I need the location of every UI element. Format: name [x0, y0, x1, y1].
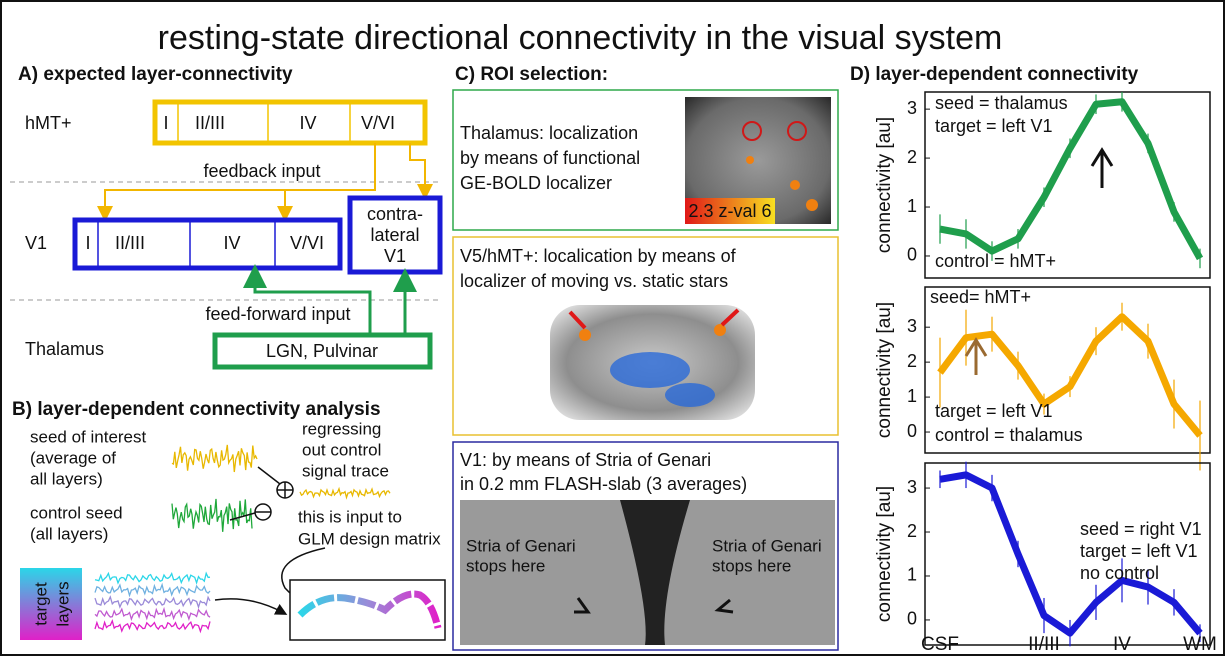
- trace: [300, 489, 390, 498]
- text: GLM design matrix: [298, 529, 441, 548]
- text: target: [31, 582, 50, 626]
- text: control seed: [30, 503, 123, 522]
- y-tick-label: 2: [907, 147, 917, 167]
- y-tick-label: 0: [907, 245, 917, 265]
- y-axis-label: connectivity [au]: [874, 486, 895, 622]
- annotation: target = left V1: [1080, 541, 1198, 561]
- annotation: no control: [1080, 563, 1159, 583]
- panel-label: C) ROI selection:: [455, 64, 608, 85]
- annotation: Stria of Genari: [466, 536, 576, 555]
- box-label: LGN, Pulvinar: [266, 341, 378, 361]
- text: all layers): [30, 469, 103, 488]
- annotation: control = hMT+: [935, 251, 1056, 271]
- colorbar-label: 2.3 z-val 6: [688, 201, 771, 221]
- text: V5/hMT+: localication by means of: [460, 246, 737, 266]
- annotation: control = thalamus: [935, 425, 1083, 445]
- layer-label: IV: [223, 233, 240, 253]
- text: localizer of moving vs. static stars: [460, 271, 728, 291]
- layer-label: V/VI: [361, 113, 395, 133]
- trace: [172, 445, 257, 472]
- result-box: [290, 580, 445, 640]
- layer-label: I: [163, 113, 168, 133]
- y-tick-label: 2: [907, 351, 917, 371]
- figure-title: resting-state directional connectivity i…: [158, 19, 1003, 57]
- annotation: target = left V1: [935, 401, 1053, 421]
- y-tick-label: 1: [907, 386, 917, 406]
- y-tick-label: 1: [907, 565, 917, 585]
- y-axis-label: connectivity [au]: [874, 302, 895, 438]
- layer-label: I: [85, 233, 90, 253]
- row-label: Thalamus: [25, 339, 104, 359]
- annotation: seed = thalamus: [935, 93, 1068, 113]
- text: layers: [53, 581, 72, 626]
- arrow: [215, 599, 282, 612]
- y-tick-label: 2: [907, 521, 917, 541]
- panel-label: B) layer-dependent connectivity analysis: [12, 399, 381, 420]
- arrow: [1092, 150, 1112, 188]
- box-label: V1: [384, 246, 406, 266]
- box-label: lateral: [370, 225, 419, 245]
- y-axis-label: connectivity [au]: [874, 117, 895, 253]
- y-tick-label: 3: [907, 477, 917, 497]
- x-tick-label: CSF: [921, 634, 959, 655]
- panel-label: A) expected layer-connectivity: [18, 64, 293, 85]
- y-tick-label: 0: [907, 421, 917, 441]
- annotation: stops here: [466, 556, 545, 575]
- y-tick-label: 0: [907, 609, 917, 629]
- arrow-label: feedback input: [203, 161, 320, 181]
- text: seed of interest: [30, 427, 147, 446]
- annotation: seed = right V1: [1080, 519, 1202, 539]
- charts: connectivity [au] 0 1 2 3 connectivity [au] 0 1…: [874, 92, 1217, 655]
- layer-label: V/VI: [290, 233, 324, 253]
- box-label: contra-: [367, 204, 423, 224]
- trace: [95, 609, 210, 619]
- y-tick-label: 1: [907, 196, 917, 216]
- layer-label: IV: [299, 113, 316, 133]
- text: by means of functional: [460, 148, 640, 168]
- text: out control: [302, 440, 381, 459]
- trace: [95, 621, 210, 631]
- text: (average of: [30, 448, 116, 467]
- figure: resting-state directional connectivity i…: [0, 0, 1225, 656]
- text: signal trace: [302, 461, 389, 480]
- text: (all layers): [30, 524, 108, 543]
- annotation: seed= hMT+: [930, 287, 1031, 307]
- layer-label: II/III: [115, 233, 145, 253]
- panel-label: D) layer-dependent connectivity: [850, 64, 1139, 85]
- trace: [95, 573, 210, 583]
- annotation: stops here: [712, 556, 791, 575]
- text: this is input to: [298, 507, 402, 526]
- text: regressing: [302, 419, 381, 438]
- annotation: target = left V1: [935, 116, 1053, 136]
- text: Thalamus: localization: [460, 123, 638, 143]
- text: GE-BOLD localizer: [460, 173, 612, 193]
- trace: [172, 499, 252, 532]
- x-tick-label: IV: [1113, 634, 1131, 655]
- y-tick-label: 3: [907, 98, 917, 118]
- x-tick-label: II/III: [1028, 634, 1060, 655]
- trace: [95, 597, 210, 607]
- arrow-label: feed-forward input: [205, 304, 350, 324]
- trace: [95, 585, 210, 596]
- row-label: hMT+: [25, 113, 72, 133]
- layer-label: II/III: [195, 113, 225, 133]
- x-tick-label: WM: [1183, 634, 1217, 655]
- target-layers-box: [20, 568, 82, 640]
- annotation: Stria of Genari: [712, 536, 822, 555]
- y-tick-label: 3: [907, 316, 917, 336]
- text: in 0.2 mm FLASH-slab (3 averages): [460, 474, 747, 494]
- text: V1: by means of Stria of Genari: [460, 450, 711, 470]
- arrow: [966, 340, 986, 375]
- row-label: V1: [25, 233, 47, 253]
